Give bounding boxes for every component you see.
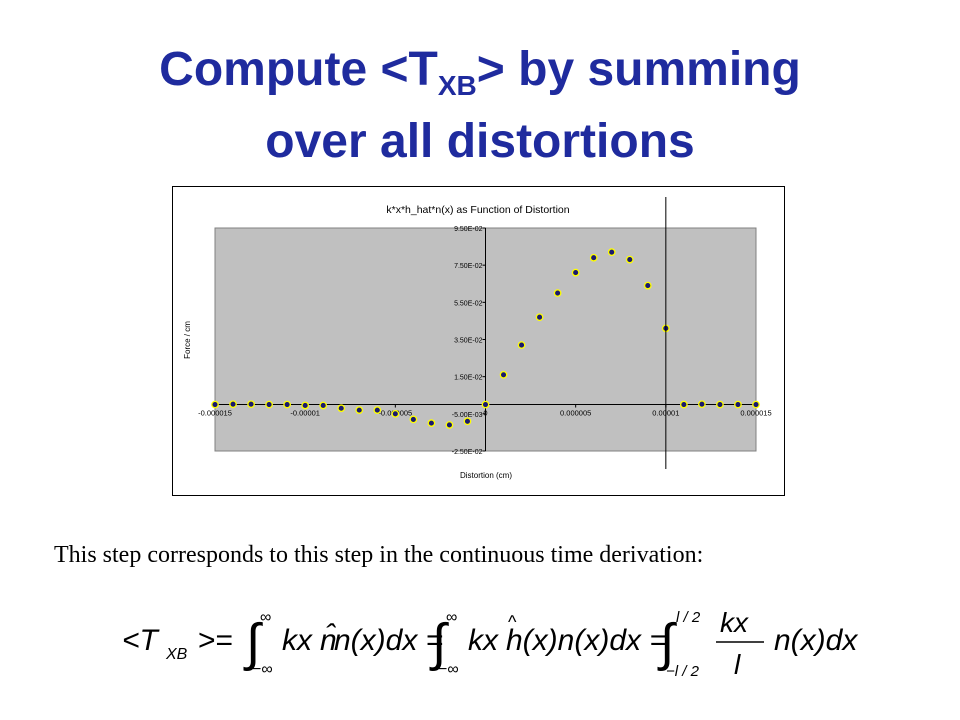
data-point <box>571 268 580 277</box>
integral-sign-3: ∫ <box>657 614 677 672</box>
integrand-1-rest: n(x)dx = <box>334 624 443 657</box>
fraction-denominator: l <box>734 649 741 680</box>
data-point <box>445 421 454 429</box>
formula-lhs: <T <box>122 624 161 657</box>
data-point <box>319 401 328 410</box>
integral-upper-3: l / 2 <box>676 609 701 626</box>
data-point <box>463 417 472 426</box>
title-line-2: over all distortions <box>265 115 695 168</box>
integral-lower-2: −∞ <box>438 661 459 678</box>
data-point <box>698 400 706 409</box>
chart-frame: k*x*h_hat*n(x) as Function of Distortion… <box>172 186 785 496</box>
fraction-numerator: kx <box>720 607 749 638</box>
y-tick-label: 7.50E-02 <box>454 263 483 270</box>
integrand-2: kx <box>468 624 499 657</box>
data-point <box>211 400 219 409</box>
integral-lower-3: −l / 2 <box>666 663 700 680</box>
data-point <box>301 401 310 410</box>
integrand-2-rest: h(x)n(x)dx = <box>506 624 667 657</box>
data-point <box>229 400 237 409</box>
data-point <box>373 406 382 414</box>
y-tick-label: -5.00E-03 <box>452 412 483 419</box>
integral-sign-2: ∫ <box>429 614 449 672</box>
y-axis-label: Force / cm <box>183 321 192 359</box>
integral-sign-1: ∫ <box>243 614 263 672</box>
title-suffix: > by summing <box>476 43 801 96</box>
y-tick-label: -2.50E-02 <box>452 449 483 456</box>
data-point <box>409 415 418 424</box>
data-point <box>643 281 652 290</box>
y-tick-label: 3.50E-02 <box>454 338 483 345</box>
data-point <box>481 400 490 409</box>
integrand-1-n: n̂ <box>320 624 337 657</box>
x-tick-label: 0.000015 <box>740 409 771 418</box>
integral-lower-1: −∞ <box>252 661 273 678</box>
data-point <box>625 255 634 264</box>
title-subscript: XB <box>437 70 477 101</box>
data-point <box>553 289 562 297</box>
y-tick-label: 1.50E-02 <box>454 375 483 382</box>
x-tick-label: 0 <box>483 409 487 418</box>
y-tick-label: 5.50E-02 <box>454 300 483 307</box>
data-point <box>680 400 688 409</box>
data-point <box>427 419 436 427</box>
caption-text: This step corresponds to this step in th… <box>54 542 704 568</box>
data-point <box>589 253 598 262</box>
formula-lhs-close: >= <box>198 624 233 657</box>
data-point <box>355 406 364 414</box>
data-point <box>607 248 616 257</box>
data-point <box>517 341 526 349</box>
data-point <box>716 400 724 409</box>
x-axis-label: Distortion (cm) <box>460 471 512 480</box>
data-point <box>734 400 742 409</box>
slide-title: Compute <TXB> by summing over all distor… <box>0 42 960 170</box>
y-tick-label: 9.50E-02 <box>454 226 483 233</box>
scatter-chart: k*x*h_hat*n(x) as Function of Distortion… <box>183 197 772 480</box>
integral-formula: <T XB >= ∫ ∞ −∞ kx n̂ n(x)dx = ∫ ∞ −∞ kx… <box>122 607 858 680</box>
data-point <box>499 370 508 379</box>
x-tick-label: -0.00001 <box>290 409 320 418</box>
title-prefix: Compute <T <box>159 43 438 96</box>
integrand-2-hat: ^ <box>508 612 517 632</box>
integrand-1: kx <box>282 624 313 657</box>
integral-upper-1: ∞ <box>260 609 271 626</box>
data-point <box>337 404 346 413</box>
data-point <box>265 400 273 409</box>
chart-title: k*x*h_hat*n(x) as Function of Distortion <box>386 204 569 216</box>
data-point <box>247 400 255 409</box>
x-tick-label: -0.000015 <box>198 409 232 418</box>
integral-upper-2: ∞ <box>446 609 457 626</box>
data-point <box>283 400 291 409</box>
x-tick-label: 0.000005 <box>560 409 591 418</box>
formula-lhs-sub: XB <box>165 646 188 663</box>
data-point <box>391 409 400 418</box>
data-point <box>752 400 760 409</box>
integrand-3-rest: n(x)dx <box>774 624 858 657</box>
chart-points <box>211 248 760 429</box>
data-point <box>535 313 544 322</box>
